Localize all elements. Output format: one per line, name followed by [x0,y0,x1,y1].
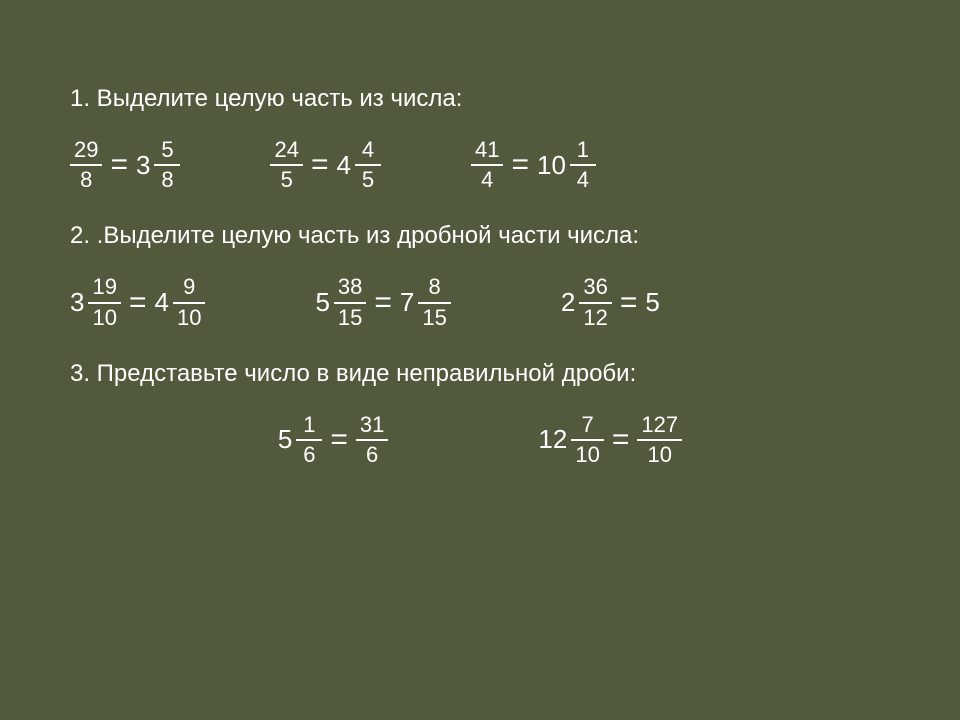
whole-part: 5 [315,287,329,318]
row-2: 3 19 10 = 4 9 10 5 38 15 = 7 [70,275,890,329]
heading-1: 1. Выделите целую часть из числа: [70,85,890,113]
whole-part: 3 [70,287,84,318]
expr-2b: 5 38 15 = 7 8 15 [315,275,450,329]
fraction: 5 8 [154,138,180,192]
equals-sign: = [129,286,147,320]
equals-sign: = [374,286,392,320]
slide-content: 1. Выделите целую часть из числа: 29 8 =… [0,0,960,467]
whole-part: 4 [337,150,351,181]
whole-part: 5 [278,424,292,455]
whole-part: 12 [538,424,567,455]
fraction: 24 5 [270,138,302,192]
fraction: 9 10 [173,275,205,329]
equals-sign: = [110,148,128,182]
equals-sign: = [330,423,348,457]
expr-3b: 12 7 10 = 127 10 [538,413,682,467]
fraction: 31 6 [356,413,388,467]
fraction: 1 6 [296,413,322,467]
equals-sign: = [612,423,630,457]
fraction: 38 15 [334,275,366,329]
fraction: 4 5 [355,138,381,192]
fraction: 8 15 [418,275,450,329]
expr-1b: 24 5 = 4 4 5 [270,138,380,192]
fraction: 36 12 [579,275,611,329]
whole-part: 3 [136,150,150,181]
whole-part: 4 [154,287,168,318]
whole-part: 2 [561,287,575,318]
expr-3a: 5 1 6 = 31 6 [278,413,388,467]
expr-2c: 2 36 12 = 5 [561,275,664,329]
whole-part: 10 [537,150,566,181]
heading-3: 3. Представьте число в виде неправильной… [70,360,890,388]
whole-only: 5 [645,287,659,318]
equals-sign: = [311,148,329,182]
fraction: 29 8 [70,138,102,192]
expr-2a: 3 19 10 = 4 9 10 [70,275,205,329]
equals-sign: = [620,286,638,320]
fraction: 127 10 [637,413,682,467]
whole-part: 7 [400,287,414,318]
row-1: 29 8 = 3 5 8 24 5 = 4 4 5 [70,138,890,192]
heading-2: 2. .Выделите целую часть из дробной част… [70,222,890,250]
expr-1a: 29 8 = 3 5 8 [70,138,180,192]
equals-sign: = [511,148,529,182]
fraction: 19 10 [88,275,120,329]
row-3: 5 1 6 = 31 6 12 7 10 = 127 [70,413,890,467]
expr-1c: 41 4 = 10 1 4 [471,138,596,192]
fraction: 41 4 [471,138,503,192]
fraction: 7 10 [571,413,603,467]
fraction: 1 4 [570,138,596,192]
